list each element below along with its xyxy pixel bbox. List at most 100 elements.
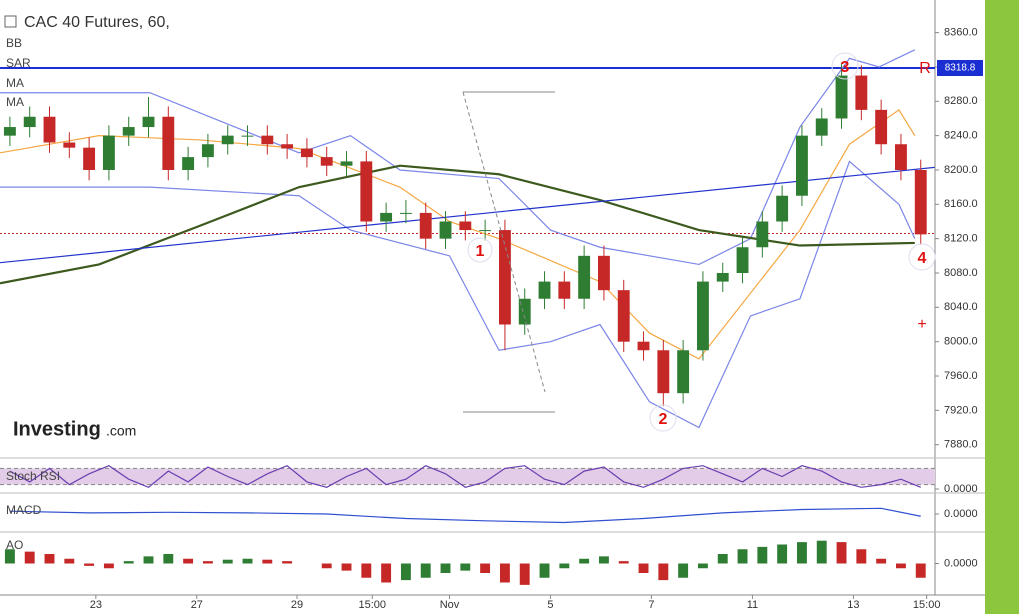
candle-body [340, 161, 353, 166]
price-label-box [937, 59, 983, 76]
candle-body [696, 281, 709, 351]
histogram-bar [44, 554, 55, 564]
candle-body [3, 127, 16, 136]
candle-body [83, 147, 96, 170]
histogram-bar [638, 563, 649, 573]
candle-body [399, 212, 412, 214]
candle-body [63, 142, 76, 148]
histogram-bar [262, 559, 273, 564]
histogram-bar [460, 563, 471, 571]
histogram-bar [480, 563, 491, 573]
y-tick-label: 7920.0 [944, 404, 978, 416]
band [0, 468, 935, 485]
histogram-bar [876, 558, 887, 564]
candle-body [855, 75, 868, 110]
histogram-bar [579, 558, 590, 564]
indicator-label[interactable]: BB [6, 36, 22, 50]
y-tick-label: 8080.0 [944, 267, 978, 279]
y-tick-label: 8240.0 [944, 130, 978, 142]
resistance-tag: R [919, 60, 931, 77]
x-tick-label: 13 [847, 599, 859, 611]
indicator-line [9, 507, 921, 524]
candle-body [300, 148, 313, 158]
candle-body [756, 221, 769, 248]
histogram-bar [163, 554, 174, 564]
y-tick-label: 7880.0 [944, 439, 978, 451]
candle-body [320, 157, 333, 166]
candle-body [380, 212, 393, 222]
annotation: 2 [659, 411, 668, 428]
indicator-label[interactable]: SAR [6, 56, 31, 70]
candle-body [459, 221, 472, 231]
indicator-label[interactable]: MA [6, 76, 24, 90]
histogram-bar [321, 563, 332, 569]
x-tick-label: 29 [291, 599, 303, 611]
histogram-bar [895, 563, 906, 569]
histogram-bar [64, 558, 75, 564]
histogram-bar [400, 563, 411, 581]
histogram-bar [856, 549, 867, 564]
histogram-bar [915, 563, 926, 578]
y-tick-label: 0.0000 [944, 483, 978, 495]
candle-body [578, 255, 591, 299]
candle-body [162, 116, 175, 170]
chart-title: CAC 40 Futures, 60, [24, 14, 170, 31]
histogram-bar [420, 563, 431, 578]
annotation: 4 [918, 250, 927, 267]
x-tick-label: 15:00 [913, 599, 941, 611]
x-tick-label: 5 [547, 599, 553, 611]
panel-label[interactable]: MACD [6, 503, 42, 517]
crosshair-marker: + [917, 316, 926, 333]
y-tick-label: 8360.0 [944, 27, 978, 39]
x-tick-label: 11 [747, 599, 758, 611]
indicator-label[interactable]: MA [6, 95, 24, 109]
histogram-bar [717, 554, 728, 564]
panel-label[interactable]: AO [6, 538, 23, 552]
candle-body [617, 290, 630, 342]
candle-body [637, 341, 650, 351]
histogram-bar [757, 546, 768, 564]
histogram-bar [658, 563, 669, 581]
candle-body [479, 230, 492, 232]
overlay-line [0, 164, 915, 285]
annotation-circle [467, 237, 493, 263]
candle-body [182, 157, 195, 170]
candle-body [657, 350, 670, 394]
candle-body [815, 118, 828, 136]
candle-body [142, 116, 155, 128]
candle-body [795, 135, 808, 196]
histogram-bar [381, 563, 392, 583]
candle-body [419, 212, 432, 239]
panel-label[interactable]: Stoch RSI [6, 469, 60, 483]
overlay-line [0, 166, 935, 264]
x-tick-label: 7 [648, 599, 654, 611]
x-tick-label: 27 [191, 599, 203, 611]
candle-body [518, 298, 531, 325]
brand-suffix: .com [106, 423, 136, 439]
annotation-circle [649, 404, 677, 432]
candle-body [875, 109, 888, 145]
histogram-bar [816, 540, 827, 564]
histogram-bar [24, 551, 35, 564]
candle-body [716, 273, 729, 282]
histogram-bar [836, 542, 847, 564]
y-tick-label: 7960.0 [944, 370, 978, 382]
candle-body [597, 255, 610, 291]
histogram-bar [559, 563, 570, 569]
collapse-icon[interactable] [4, 15, 17, 28]
histogram-bar [499, 563, 510, 583]
candle-body [221, 135, 234, 145]
histogram-bar [737, 549, 748, 564]
candle-body [23, 116, 36, 128]
candle-body [538, 281, 551, 299]
histogram-bar [678, 563, 689, 578]
candle-body [281, 144, 294, 149]
overlay-line [0, 109, 916, 360]
histogram-bar [202, 561, 213, 564]
candle-body [439, 221, 452, 239]
candle-body [835, 75, 848, 119]
histogram-bar [282, 561, 293, 564]
candle-body [261, 135, 274, 145]
candle-body [895, 144, 907, 170]
